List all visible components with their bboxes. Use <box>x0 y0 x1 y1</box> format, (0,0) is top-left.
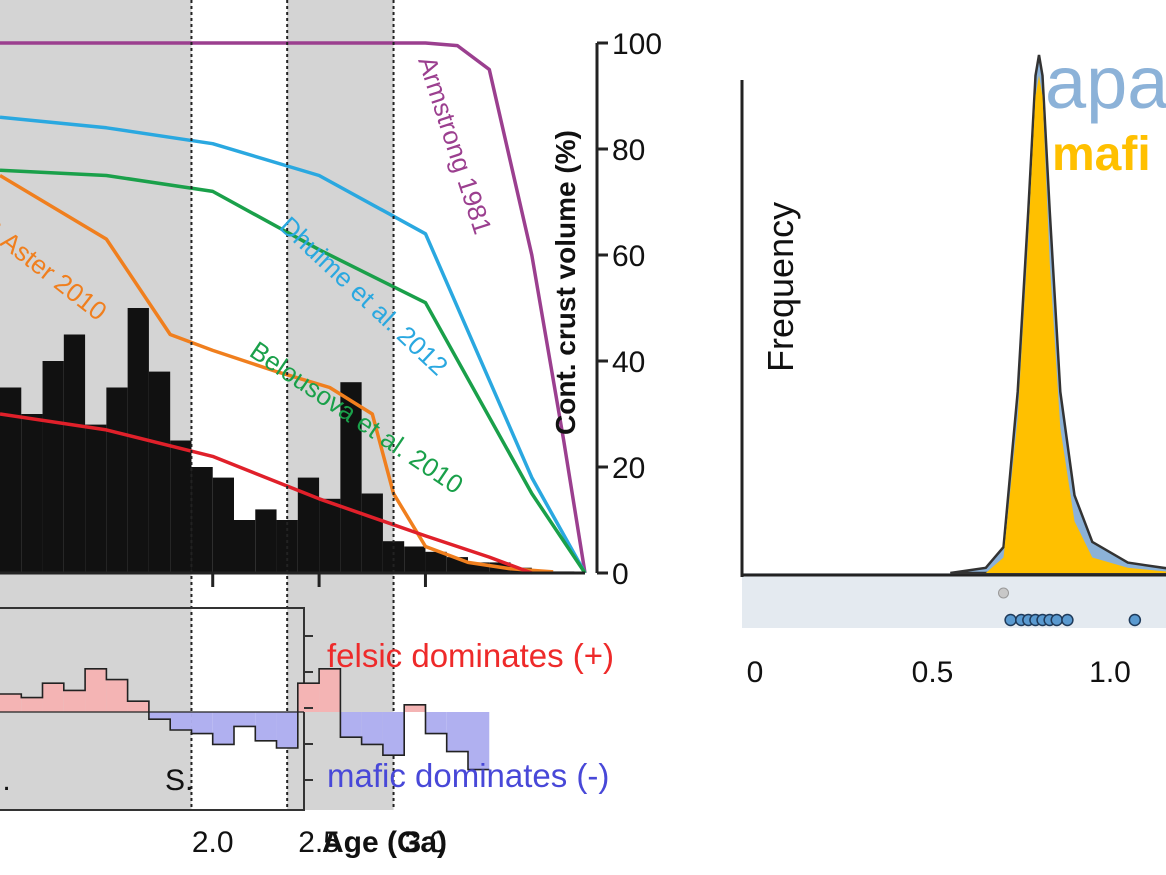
index-bar-20 <box>425 712 447 734</box>
histogram-bar-6 <box>127 308 149 573</box>
sample-point-0 <box>1004 613 1017 627</box>
index-bar-15 <box>319 668 341 712</box>
index-bar-1 <box>21 697 43 712</box>
ylabel-crust-volume: Cont. crust volume (%) <box>550 130 581 435</box>
x-tick-label-0: 2.0 <box>192 826 234 859</box>
series-line-2 <box>0 168 587 574</box>
x-tick-label-2: 3.0 <box>405 826 447 859</box>
histogram-bar-20 <box>425 551 447 573</box>
panel-tag-2: S. <box>165 764 193 797</box>
histogram-bar-3 <box>63 334 86 573</box>
crust-growth-curves <box>0 41 587 575</box>
xlabel-age: Age (Ga) <box>322 826 447 859</box>
index-bar-10 <box>212 712 234 745</box>
freq-x-tick-label-0: 0 <box>747 656 764 689</box>
y-tick-label-4: 80 <box>612 134 645 167</box>
legend-apa: apa <box>1045 41 1166 124</box>
points-strip <box>742 573 1166 628</box>
index-bar-0 <box>0 694 22 712</box>
mafic-label: mafic dominates (-) <box>327 757 609 794</box>
index-bar-11 <box>234 712 256 727</box>
series-line-1 <box>0 115 587 574</box>
legend-mafi: mafi <box>1052 128 1151 181</box>
frequency-panel: 0 0.5 1.0 <box>740 54 1166 689</box>
histogram-bar-17 <box>361 493 383 573</box>
index-bar-4 <box>85 668 107 712</box>
histogram-bar-15 <box>319 498 341 573</box>
histogram-bar-8 <box>170 440 192 573</box>
histogram-bar-2 <box>42 361 64 573</box>
histogram-bar-4 <box>85 424 107 573</box>
index-bar-22 <box>468 712 490 770</box>
index-bar-18 <box>382 712 405 756</box>
histogram-bar-10 <box>212 477 234 573</box>
felsic-label: felsic dominates (+) <box>327 637 614 674</box>
histogram-bar-11 <box>234 520 256 573</box>
index-bar-3 <box>63 690 86 712</box>
x-tick-label-1: 2.5 <box>298 826 340 859</box>
freq-x-tick-label-1: 0.5 <box>912 656 954 689</box>
y-tick-label-1: 20 <box>612 452 645 485</box>
index-bar-21 <box>446 712 468 752</box>
y-tick-label-2: 40 <box>612 346 645 379</box>
index-bar-17 <box>361 712 383 745</box>
series-line-4 <box>0 412 533 575</box>
series-line-0 <box>0 41 587 574</box>
main-axes: 0 20 40 60 80 100 2.0 2.5 3.0 <box>0 28 662 859</box>
ylabel-frequency: Frequency <box>760 202 801 372</box>
index-bar-12 <box>255 712 277 741</box>
age-histogram <box>0 308 575 573</box>
sample-point-7 <box>1061 613 1074 627</box>
histogram-bar-16 <box>340 382 362 573</box>
histogram-bar-5 <box>106 387 128 573</box>
histogram-bar-9 <box>191 467 213 573</box>
histogram-bar-18 <box>382 541 405 573</box>
index-bar-9 <box>191 712 213 734</box>
panel-tag-1: I. <box>0 764 11 797</box>
density-area-1 <box>985 75 1166 573</box>
series-label-armstrong: Armstrong 1981 <box>412 53 498 238</box>
index-bar-16 <box>340 712 362 738</box>
histogram-bar-22 <box>468 562 490 573</box>
felsic-mafic-panel <box>0 607 490 811</box>
index-bar-6 <box>127 701 149 712</box>
index-bar-14 <box>297 683 320 712</box>
sample-point-6 <box>1050 613 1063 627</box>
index-step-line <box>0 668 490 771</box>
outlier-point <box>998 587 1009 599</box>
index-bar-8 <box>170 712 192 730</box>
freq-x-tick-label-2: 1.0 <box>1089 656 1131 689</box>
index-bar-2 <box>42 683 64 712</box>
histogram-bar-0 <box>0 387 22 573</box>
histogram-bar-7 <box>148 371 171 573</box>
histogram-bar-14 <box>297 477 320 573</box>
y-tick-label-5: 100 <box>612 28 662 61</box>
histogram-bar-19 <box>404 546 426 573</box>
y-tick-label-0: 0 <box>612 558 629 591</box>
interval-guides <box>190 0 395 810</box>
series-line-3 <box>0 173 554 574</box>
y-tick-label-3: 60 <box>612 240 645 273</box>
index-bar-5 <box>106 679 128 712</box>
index-bar-7 <box>148 712 171 720</box>
histogram-bar-12 <box>255 509 277 573</box>
index-bar-19 <box>404 704 426 712</box>
sample-point-8 <box>1128 613 1142 627</box>
index-bar-13 <box>276 712 298 748</box>
histogram-bar-1 <box>21 414 43 573</box>
